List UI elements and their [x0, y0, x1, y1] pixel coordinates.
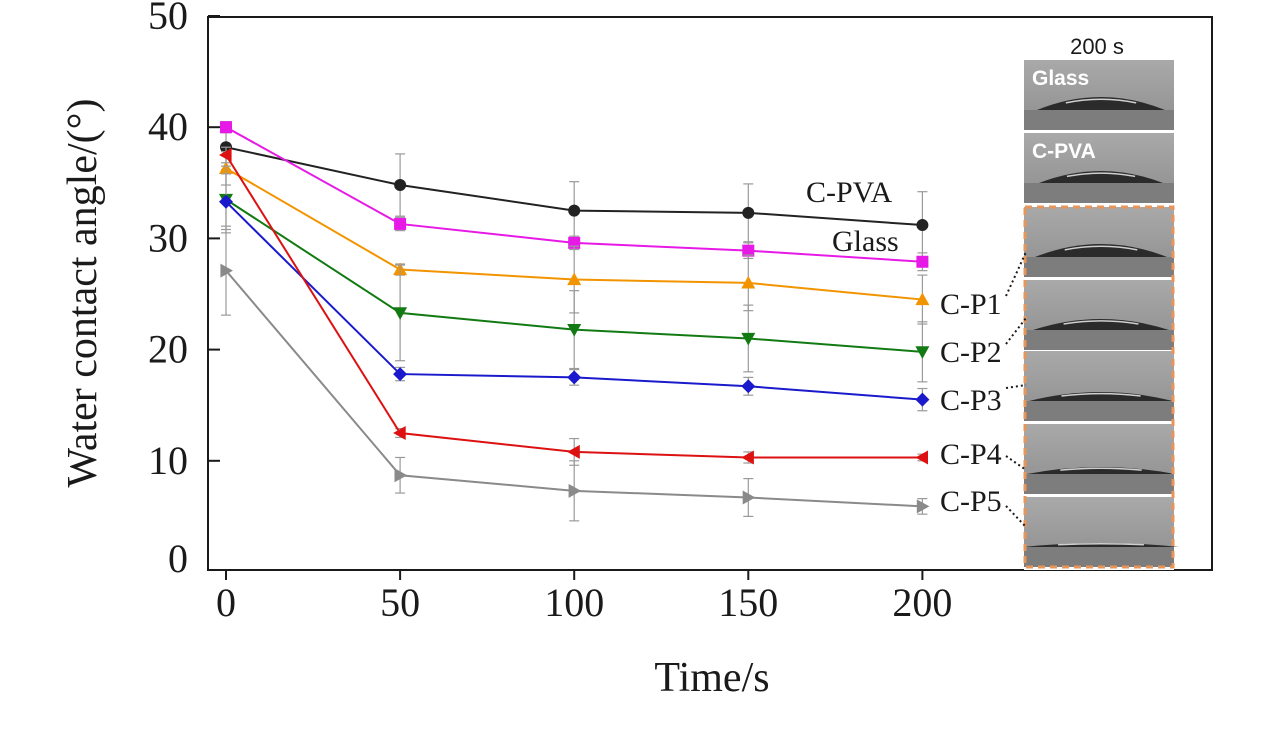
leader-line [1005, 251, 1027, 297]
droplet-photo [1024, 424, 1175, 497]
droplet [1037, 97, 1165, 110]
photo-substrate [1024, 401, 1174, 421]
data-point [742, 206, 755, 219]
data-point [741, 450, 754, 465]
leader-line [1005, 505, 1027, 528]
x-tick-label: 150 [718, 580, 778, 625]
data-point [394, 179, 407, 192]
photo-substrate [1024, 330, 1174, 350]
data-point [915, 392, 930, 407]
photo-label: C-PVA [1032, 140, 1096, 163]
data-point [568, 483, 582, 498]
data-point [393, 367, 408, 382]
data-point [741, 332, 756, 346]
data-point [219, 148, 232, 162]
series-label: C-PVA [806, 176, 892, 209]
droplet-photo [1023, 497, 1179, 570]
data-point [220, 121, 232, 134]
droplet [1039, 171, 1163, 183]
droplet-photo: Glass [1024, 60, 1174, 133]
data-point [742, 244, 755, 257]
series-c-p5: C-P5 [220, 225, 1002, 522]
data-point [394, 217, 407, 230]
data-point [219, 194, 233, 209]
data-point [567, 323, 582, 337]
plot-frame [207, 16, 1213, 571]
droplet-photo [1024, 207, 1174, 280]
droplet-highlight [1064, 245, 1138, 251]
droplet-highlight [1065, 98, 1137, 104]
data-point [567, 370, 582, 385]
series-label: C-P2 [940, 336, 1002, 369]
photo-label: Glass [1032, 67, 1089, 90]
data-point [916, 255, 929, 268]
series-c-p1: C-P1 [219, 151, 1002, 325]
droplet-inset: 200 s Glass C-PVA [1005, 34, 1179, 570]
leader-line [1005, 384, 1027, 389]
highlight-box [1023, 205, 1175, 569]
leader-line [1005, 317, 1027, 345]
y-tick-label: 50 [148, 0, 188, 38]
data-point [393, 426, 406, 440]
droplet [1027, 467, 1175, 474]
series-label: C-P4 [940, 438, 1002, 471]
data-point [567, 272, 582, 286]
x-tick-label: 0 [216, 580, 236, 625]
x-tick-label: 100 [544, 580, 604, 625]
y-axis-title: Water contact angle/(°) [60, 99, 106, 488]
y-tick-label: 10 [148, 438, 188, 483]
series-layer: C-PVA Glass C-P1 C-P2 C-P3 C-P4 C-P5 [219, 121, 1002, 522]
droplet [1035, 244, 1167, 257]
data-point [741, 275, 756, 289]
droplet-highlight [1058, 542, 1144, 546]
series-label: Glass [832, 225, 899, 258]
data-point [915, 346, 930, 359]
photo-substrate [1024, 257, 1174, 277]
data-point [916, 499, 930, 514]
data-point [394, 468, 408, 483]
leader-line [1005, 455, 1027, 471]
data-point [220, 263, 233, 278]
y-tick-label: 30 [148, 215, 188, 260]
droplet-highlight [1066, 172, 1136, 178]
series-label: C-P3 [940, 384, 1002, 417]
x-axis-title: Time/s [654, 655, 769, 701]
data-point [567, 444, 580, 459]
droplet-highlight [1063, 320, 1139, 325]
photo-substrate [1024, 547, 1174, 567]
y-tick-label: 0 [168, 536, 188, 581]
series-label: C-P5 [940, 485, 1002, 518]
data-point [393, 307, 408, 320]
x-tick-label: 200 [892, 580, 952, 625]
y-tick-label: 20 [148, 327, 188, 372]
axes: 0 50 100 150 200 0 10 20 30 40 50 [148, 0, 952, 625]
inset-title: 200 s [1070, 34, 1124, 59]
series-c-p3: C-P3 [219, 173, 1002, 417]
droplet [1033, 319, 1169, 330]
photo-substrate [1024, 183, 1174, 203]
data-point [741, 379, 756, 394]
series-c-p2: C-P2 [219, 165, 1002, 383]
data-point [915, 450, 928, 465]
droplet-photo [1024, 280, 1174, 353]
data-point [742, 490, 756, 505]
y-tick-label: 40 [148, 104, 188, 149]
series-c-p4: C-P4 [219, 146, 1002, 471]
droplet-photo: C-PVA [1024, 133, 1174, 206]
droplet-photo [1024, 351, 1174, 424]
droplet-highlight [1060, 467, 1142, 471]
droplet [1029, 392, 1173, 401]
photo-substrate [1024, 110, 1174, 130]
data-point [568, 204, 581, 217]
x-tick-label: 50 [380, 580, 420, 625]
data-point [915, 292, 930, 306]
droplet-highlight [1061, 392, 1141, 397]
series-label: C-P1 [940, 288, 1002, 321]
data-point [916, 219, 929, 232]
photo-substrate [1024, 474, 1174, 494]
